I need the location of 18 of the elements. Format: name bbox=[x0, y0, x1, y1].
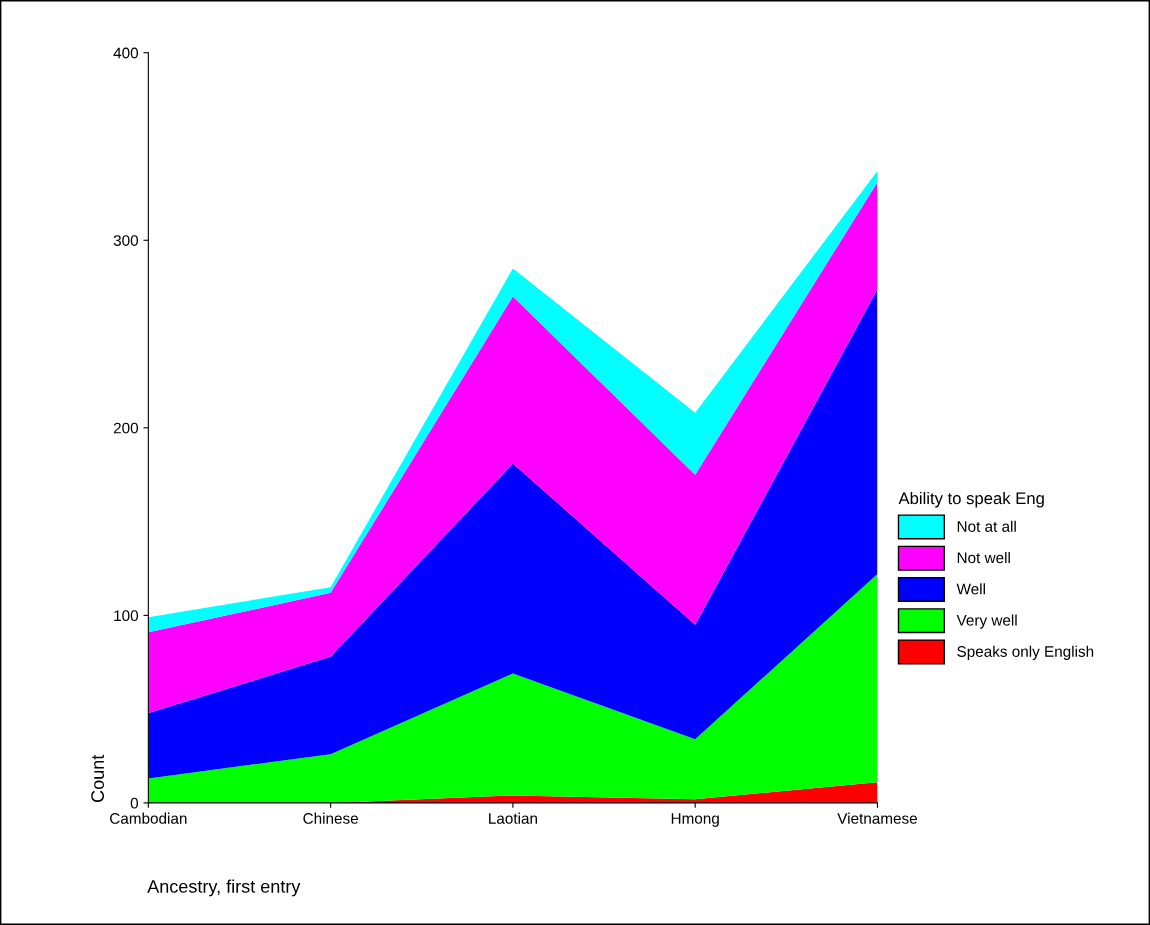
legend-title: Ability to speak Eng bbox=[898, 491, 1044, 508]
legend-label: Not at all bbox=[957, 520, 1016, 532]
x-tick-label: Hmong bbox=[671, 813, 719, 827]
x-tick-label: Cambodian bbox=[110, 812, 187, 824]
legend-label: Speaks only English bbox=[957, 645, 1094, 660]
x-tick-label: Laotian bbox=[489, 812, 537, 824]
y-axis-title: Count bbox=[91, 754, 105, 802]
y-tick-label: 300 bbox=[113, 235, 139, 246]
legend-label: Well bbox=[956, 583, 985, 595]
legend-label: Very well bbox=[956, 614, 1017, 629]
y-tick-label: 200 bbox=[113, 422, 139, 434]
x-tick-label: Vietnamese bbox=[837, 812, 917, 824]
x-axis-title: Ancestry, first entry bbox=[147, 879, 301, 897]
y-tick-label: 400 bbox=[113, 47, 139, 59]
y-tick-label: 100 bbox=[114, 610, 139, 622]
legend-label: Not well bbox=[957, 551, 1010, 564]
y-tick-label: 0 bbox=[130, 797, 139, 809]
x-tick-label: Chinese bbox=[303, 812, 358, 824]
